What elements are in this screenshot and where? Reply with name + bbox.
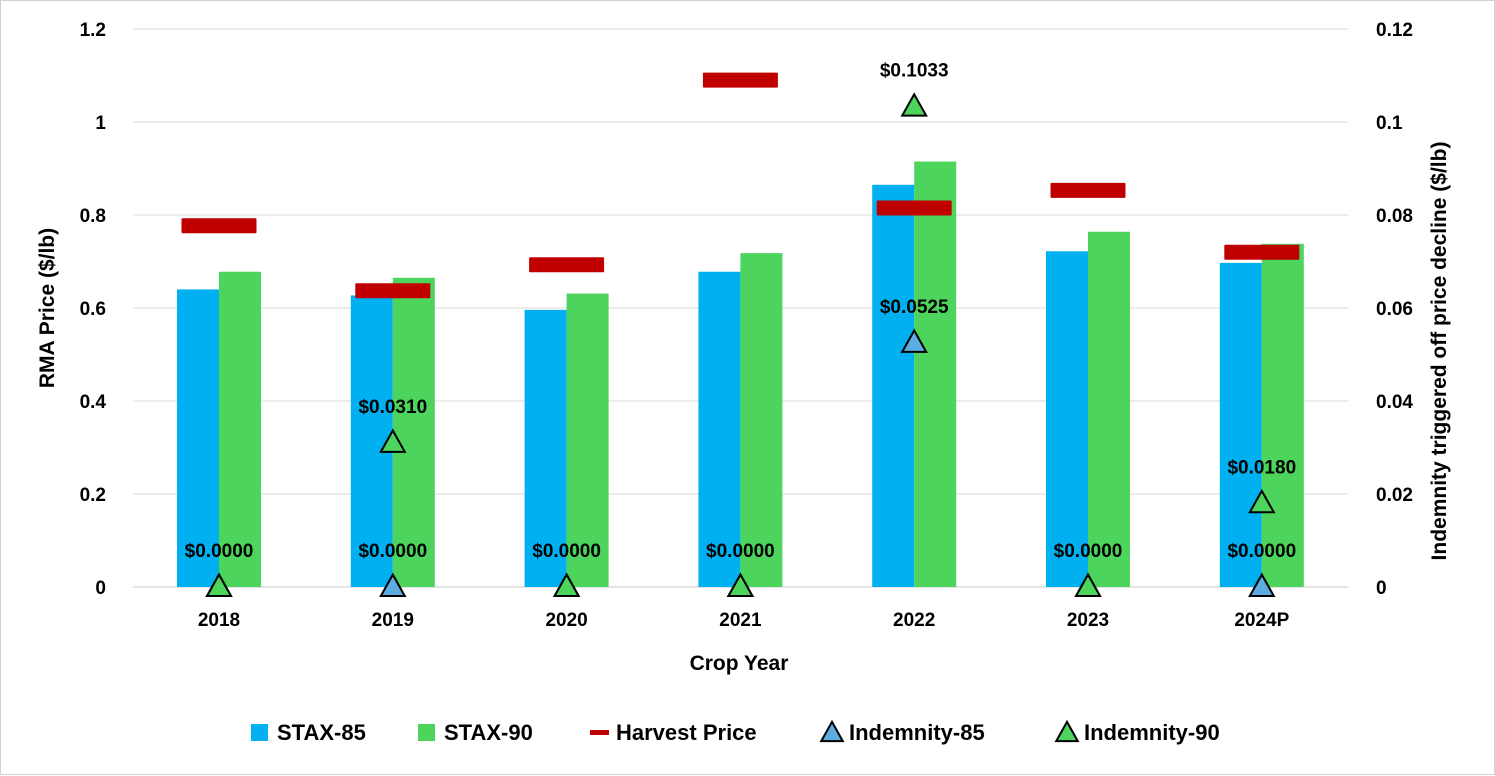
x-tick-label: 2019 <box>372 610 414 631</box>
x-axis-title: Crop Year <box>690 652 789 675</box>
triangle-indemnity-90 <box>379 428 407 453</box>
harvest-price-mark <box>529 257 605 273</box>
bar-stax-90 <box>392 277 435 587</box>
y2-tick-label: 0.06 <box>1376 299 1413 320</box>
legend-swatch <box>251 724 268 741</box>
y-axis-ticks: 0 0.2 0.4 0.6 0.8 1 1.2 <box>80 20 107 599</box>
data-label: $0.1033 <box>880 61 949 82</box>
x-axis-ticks: 2018 2019 2020 2021 2022 2023 2024P <box>198 610 1290 631</box>
data-label: $0.0000 <box>1054 541 1123 562</box>
harvest-price-marks <box>181 72 1300 299</box>
harvest-price-mark <box>181 218 257 234</box>
bar-stax-90 <box>1261 243 1304 587</box>
triangle-indemnity-90 <box>1074 572 1102 597</box>
triangle-indemnity-85 <box>379 572 407 597</box>
bar-stax-85 <box>524 309 567 587</box>
legend-swatch <box>819 719 845 743</box>
data-label: $0.0000 <box>358 541 427 562</box>
y-tick-label: 1 <box>95 113 106 134</box>
bar-stax-90 <box>740 253 783 587</box>
y2-tick-label: 0.08 <box>1376 206 1413 227</box>
y2-tick-label: 0 <box>1376 578 1387 599</box>
y2-axis-title: Indemnity triggered off price decline ($… <box>1428 142 1451 561</box>
bar-stax-90 <box>219 271 261 587</box>
legend: STAX-85 STAX-90 Harvest Price Indemnity-85 I… <box>251 719 1220 745</box>
x-tick-label: 2024P <box>1234 610 1289 631</box>
y-tick-label: 0.8 <box>80 206 106 227</box>
data-label: $0.0180 <box>1227 457 1296 478</box>
data-label: $0.0000 <box>706 541 775 562</box>
y-tick-label: 0.6 <box>80 299 106 320</box>
y-tick-label: 1.2 <box>80 20 106 41</box>
triangle-indemnity-90 <box>1248 488 1276 514</box>
bar-stax-90 <box>914 161 957 587</box>
data-labels: $0.0000 $0.0000 $0.0000 $0.0000 $0.0525 $0.00… <box>185 61 1296 562</box>
y-tick-label: 0.2 <box>80 485 106 506</box>
y-tick-label: 0 <box>95 578 106 599</box>
harvest-price-mark <box>876 200 952 216</box>
x-tick-label: 2022 <box>893 610 935 631</box>
y2-tick-label: 0.02 <box>1376 485 1413 506</box>
x-tick-label: 2020 <box>545 610 587 631</box>
y2-tick-label: 0.12 <box>1376 20 1413 41</box>
bar-stax-90 <box>1088 231 1130 588</box>
x-tick-label: 2018 <box>198 610 240 631</box>
x-tick-label: 2021 <box>719 610 762 631</box>
harvest-price-mark <box>702 72 778 88</box>
bar-stax-85 <box>698 271 741 587</box>
data-label: $0.0000 <box>185 541 254 562</box>
y-tick-label: 0.4 <box>80 392 107 413</box>
legend-swatch <box>590 730 609 735</box>
legend-label: STAX-85 <box>277 720 366 745</box>
bar-stax-85 <box>1046 251 1088 587</box>
harvest-price-mark <box>1050 182 1126 198</box>
bar-stax-85 <box>177 289 219 587</box>
harvest-price-mark <box>1224 244 1300 260</box>
x-tick-label: 2023 <box>1067 610 1109 631</box>
legend-label: Indemnity-90 <box>1084 720 1220 745</box>
triangle-indemnity-85 <box>1248 572 1276 597</box>
triangle-indemnity-90 <box>726 572 755 597</box>
harvest-price-mark <box>355 283 431 299</box>
y2-tick-label: 0.04 <box>1376 392 1413 413</box>
data-label: $0.0000 <box>532 541 601 562</box>
y-axis-title: RMA Price ($/lb) <box>36 228 59 388</box>
data-label: $0.0525 <box>880 297 949 318</box>
data-label: $0.0310 <box>358 397 427 418</box>
bars <box>177 161 1304 588</box>
bar-stax-85 <box>1219 262 1262 587</box>
legend-label: STAX-90 <box>444 720 533 745</box>
legend-swatch <box>418 724 435 741</box>
triangle-indemnity-90 <box>552 572 581 597</box>
y2-axis-ticks: 0 0.02 0.04 0.06 0.08 0.1 0.12 <box>1376 20 1413 599</box>
bar-stax-90 <box>566 293 609 587</box>
indemnity-markers <box>205 92 1276 597</box>
data-label: $0.0000 <box>1227 541 1296 562</box>
triangle-indemnity-90 <box>205 572 233 597</box>
legend-swatch <box>1054 719 1080 743</box>
bar-stax-85 <box>872 184 915 587</box>
triangle-indemnity-90 <box>900 92 928 117</box>
legend-label: Indemnity-85 <box>849 720 985 745</box>
triangle-indemnity-85 <box>900 328 928 353</box>
y2-tick-label: 0.1 <box>1376 113 1403 134</box>
legend-label: Harvest Price <box>616 720 757 745</box>
